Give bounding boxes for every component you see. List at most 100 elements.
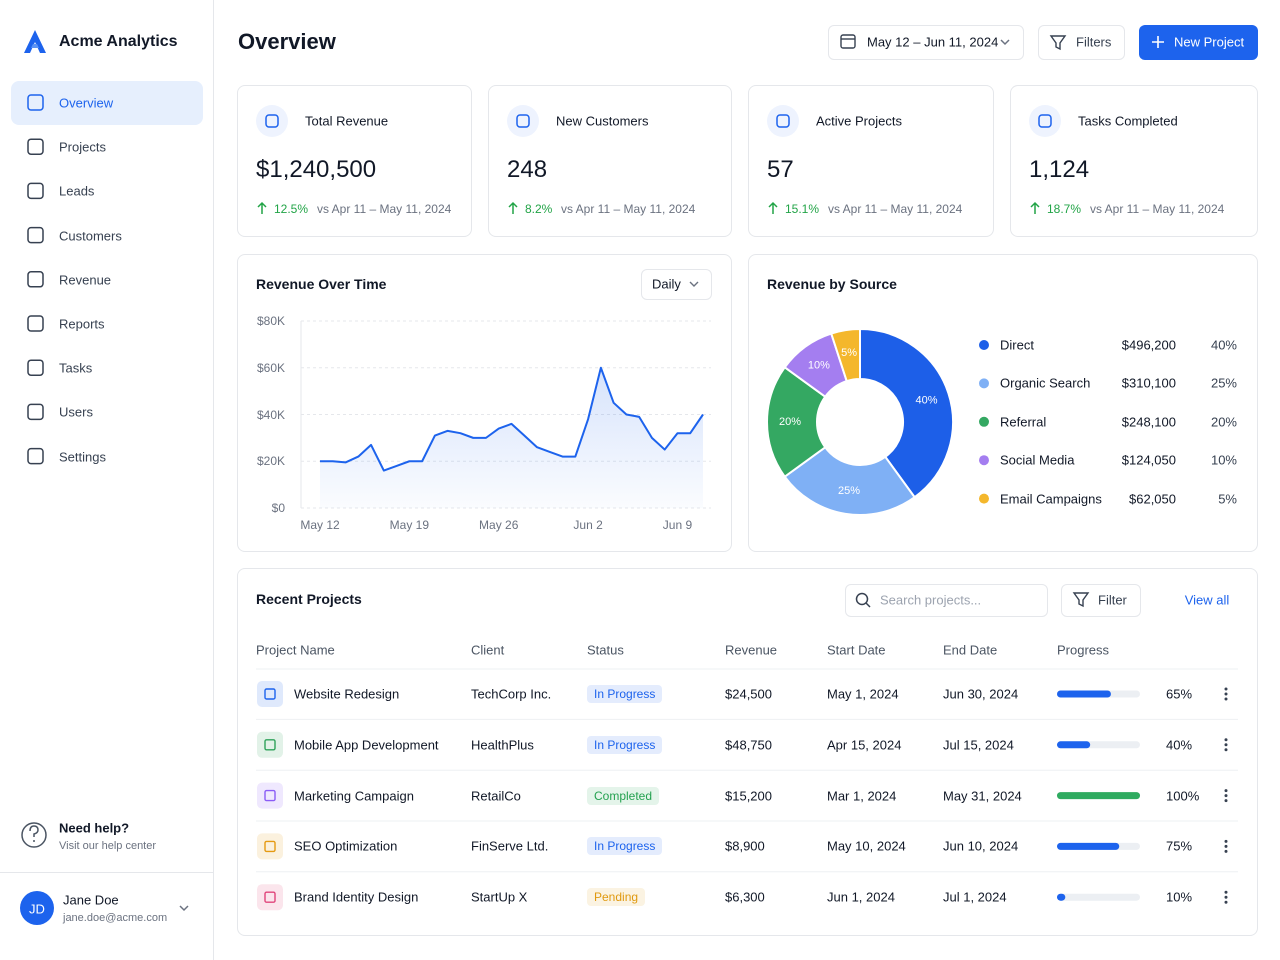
- interval-label[interactable]: Daily: [652, 276, 681, 292]
- kpi-label: Active Projects: [816, 113, 902, 129]
- revenue: $24,500: [725, 686, 772, 702]
- nav-icon: [27, 94, 44, 111]
- nav-item[interactable]: Tasks: [59, 360, 93, 376]
- start-date: May 1, 2024: [827, 686, 899, 702]
- legend-amount: $496,200: [1121, 337, 1176, 353]
- legend-percent: 25%: [1210, 375, 1237, 391]
- search-icon-handle: [865, 602, 871, 608]
- project-name[interactable]: Website Redesign: [294, 686, 400, 702]
- kpi-value: 248: [507, 156, 548, 183]
- table-title: Recent Projects: [256, 591, 362, 607]
- project-icon-bg: [257, 731, 283, 758]
- nav-item[interactable]: Revenue: [59, 272, 112, 288]
- column-header: Project Name: [256, 642, 335, 658]
- end-date: May 31, 2024: [943, 788, 1022, 804]
- y-tick-label: $80K: [256, 314, 285, 328]
- project-icon: [264, 789, 276, 802]
- legend-dot: [979, 455, 989, 466]
- status-badge: Pending: [587, 888, 646, 907]
- revenue: $8,900: [725, 838, 765, 854]
- interval-chevron: [689, 281, 699, 287]
- kpi-change: 12.5%: [274, 202, 309, 216]
- kpi-icon-bg: [256, 105, 288, 137]
- calendar-icon: [840, 34, 856, 49]
- row-menu-dot: [1224, 890, 1228, 894]
- client: TechCorp Inc.: [471, 686, 552, 702]
- avatar: [20, 891, 54, 925]
- line: [320, 366, 704, 472]
- y-tick-label: $60K: [256, 360, 285, 375]
- nav-item[interactable]: Settings: [59, 449, 106, 465]
- start-date: May 10, 2024: [827, 838, 906, 854]
- user-menu-chevron: [179, 905, 189, 912]
- column-header: Start Date: [827, 642, 886, 658]
- slice-label: 40%: [916, 394, 938, 406]
- client: HealthPlus: [471, 737, 534, 753]
- legend-percent: 20%: [1210, 414, 1237, 430]
- filter-label[interactable]: Filter: [1098, 592, 1127, 608]
- date-range-button[interactable]: [828, 25, 1024, 60]
- nav-item[interactable]: Projects: [59, 139, 106, 155]
- nav-icon: [27, 359, 44, 376]
- x-tick-label: May 19: [389, 518, 430, 532]
- nav-item[interactable]: Customers: [59, 228, 122, 244]
- kpi-icon-bg: [507, 105, 539, 137]
- nav-item[interactable]: Leads: [59, 183, 95, 199]
- project-name[interactable]: Marketing Campaign: [294, 788, 414, 804]
- kpi-icon: [265, 114, 279, 128]
- nav-icon: [27, 182, 44, 200]
- kpi-value: $1,240,500: [256, 156, 377, 183]
- row-menu-dot: [1224, 738, 1228, 742]
- row-menu-dot: [1224, 692, 1228, 696]
- row-menu-dot: [1224, 900, 1228, 904]
- nav-icon: [27, 271, 44, 288]
- revenue: $6,300: [725, 889, 765, 905]
- nav-item[interactable]: Reports: [59, 316, 105, 332]
- client: StartUp X: [471, 889, 528, 905]
- nav-item[interactable]: Users: [59, 404, 93, 420]
- progress-label: 100%: [1166, 788, 1200, 804]
- kpi-comparison: vs Apr 11 – May 11, 2024: [561, 202, 696, 216]
- search-placeholder[interactable]: Search projects...: [880, 592, 982, 608]
- kpi-icon: [516, 114, 530, 128]
- start-date: Apr 15, 2024: [827, 737, 902, 753]
- status-badge: In Progress: [587, 735, 663, 754]
- project-name[interactable]: Brand Identity Design: [294, 889, 419, 905]
- kpi-up-arrow: [768, 201, 778, 214]
- filter-button[interactable]: [1061, 584, 1141, 617]
- x-tick-label: Jun 9: [662, 518, 693, 532]
- nav-item[interactable]: Overview: [59, 95, 114, 111]
- client: FinServe Ltd.: [471, 838, 549, 854]
- chart-title: Revenue by Source: [767, 276, 897, 292]
- daily-dropdown[interactable]: [641, 269, 712, 300]
- filters-button[interactable]: [1038, 25, 1125, 60]
- legend-name: Organic Search: [1000, 375, 1091, 391]
- project-name[interactable]: SEO Optimization: [294, 838, 398, 854]
- slice-label: 5%: [841, 347, 857, 359]
- progress-label: 65%: [1166, 686, 1193, 702]
- nav-icon: [27, 447, 44, 465]
- project-name[interactable]: Mobile App Development: [294, 737, 439, 753]
- search-icon: [855, 592, 869, 606]
- slice-label: 10%: [808, 359, 830, 371]
- filters-label[interactable]: Filters: [1076, 34, 1112, 50]
- kpi-up-arrow: [508, 201, 518, 214]
- user-email: jane.doe@acme.com: [63, 912, 168, 924]
- row-menu-dot: [1224, 844, 1228, 848]
- new-project-label[interactable]: New Project: [1174, 34, 1245, 50]
- legend-dot: [979, 340, 989, 350]
- row-menu-dot: [1224, 794, 1228, 798]
- end-date: Jul 1, 2024: [943, 889, 1007, 905]
- column-header: End Date: [943, 642, 998, 658]
- kpi-card: [237, 85, 472, 237]
- help-icon: [21, 822, 47, 848]
- row-menu-dot: [1224, 839, 1228, 843]
- pie-slice: [766, 365, 827, 479]
- project-icon-bg: [257, 681, 283, 707]
- search-input[interactable]: [845, 584, 1048, 617]
- view-all-link[interactable]: View all: [1184, 592, 1230, 608]
- pie-slice: [830, 327, 861, 383]
- date-range[interactable]: May 12 – Jun 11, 2024: [867, 34, 999, 50]
